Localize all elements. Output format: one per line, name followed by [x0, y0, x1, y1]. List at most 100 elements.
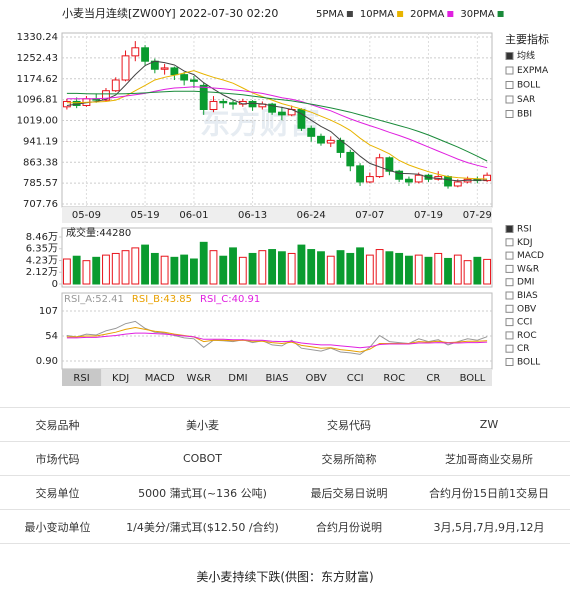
- legend-label: 10PMA: [360, 9, 394, 20]
- indicator-option[interactable]: CCI: [517, 318, 532, 328]
- checkbox[interactable]: [505, 291, 514, 300]
- y-tick-label: 4.23万: [26, 256, 58, 267]
- date-strip: [62, 207, 492, 223]
- checkbox[interactable]: [505, 66, 514, 75]
- tab-label[interactable]: KDJ: [112, 373, 129, 384]
- tab-label[interactable]: ROC: [383, 373, 405, 384]
- y-tick-label: 863.38: [23, 157, 58, 168]
- candle-body: [180, 74, 189, 81]
- table-cell: 合约月份15日前1交易日: [408, 475, 570, 510]
- tab-label[interactable]: CCI: [347, 373, 364, 384]
- x-tick-label: 06-13: [238, 210, 267, 221]
- tab-label[interactable]: BOLL: [460, 373, 486, 384]
- tab-label[interactable]: DMI: [228, 373, 247, 384]
- volume-bar: [150, 252, 159, 285]
- volume-bar: [102, 254, 110, 285]
- checkbox[interactable]: [505, 52, 514, 60]
- checkbox[interactable]: [505, 278, 514, 287]
- checkbox[interactable]: [505, 251, 514, 260]
- checkbox[interactable]: [505, 344, 514, 353]
- indicator-option[interactable]: EXPMA: [517, 66, 549, 76]
- indicator-option[interactable]: DMI: [517, 278, 534, 288]
- volume-bar: [121, 250, 130, 285]
- checkbox[interactable]: [505, 81, 514, 89]
- candle-body: [209, 100, 218, 111]
- indicator-option[interactable]: W&R: [517, 264, 539, 274]
- candle-body: [121, 55, 130, 81]
- y-tick-label: 107: [39, 306, 58, 317]
- volume-frame: [61, 227, 493, 288]
- indicator-option[interactable]: BOLL: [517, 358, 540, 368]
- tab-label[interactable]: OBV: [305, 373, 326, 384]
- y-tick-label: 2.12万: [26, 267, 58, 278]
- checkbox[interactable]: [505, 331, 514, 340]
- volume-bar: [209, 250, 218, 285]
- tab-label[interactable]: CR: [426, 373, 440, 384]
- checkbox[interactable]: [505, 95, 514, 104]
- volume-bar: [385, 251, 394, 285]
- indicator-option[interactable]: BOLL: [517, 81, 540, 91]
- volume-bar: [92, 256, 101, 285]
- table-cell: 芝加哥商业交易所: [408, 441, 570, 476]
- x-tick-label: 06-24: [297, 210, 326, 221]
- table-cell: 交易所简称: [290, 441, 408, 476]
- x-tick-label: 07-19: [414, 210, 443, 221]
- indicator-option[interactable]: OBV: [517, 304, 537, 314]
- legend-swatch: [397, 11, 404, 17]
- checkbox[interactable]: [505, 358, 514, 366]
- tab-label[interactable]: W&R: [186, 373, 211, 384]
- indicator-option[interactable]: SAR: [517, 95, 535, 105]
- y-tick-label: 1330.24: [17, 32, 58, 43]
- y-tick-label: 6.35万: [26, 244, 58, 255]
- tab-label[interactable]: RSI: [73, 373, 89, 384]
- checkbox[interactable]: [505, 110, 514, 118]
- tab[interactable]: [62, 369, 102, 386]
- volume-title: 成交量:44280: [66, 226, 131, 239]
- indicator-option[interactable]: CR: [517, 344, 530, 354]
- checkbox[interactable]: [505, 225, 514, 233]
- tab-label[interactable]: BIAS: [266, 373, 289, 384]
- tab-label[interactable]: MACD: [145, 373, 175, 384]
- volume-bar: [180, 254, 189, 285]
- chart: 东方财富 小麦当月连续[ZW00Y] 2022-07-30 02:20 成交量:…: [17, 6, 549, 386]
- table-cell: 5000 蒲式耳(~136 公吨): [115, 475, 290, 510]
- candle-body: [346, 151, 355, 167]
- table-row: 交易品种 美小麦 交易代码 ZW: [0, 407, 570, 442]
- indicator-option[interactable]: RSI: [517, 225, 532, 235]
- legend-label: RSI_C:40.91: [200, 294, 260, 305]
- y-tick-label: 1019.00: [17, 116, 58, 127]
- legend-label: 20PMA: [410, 9, 444, 20]
- candle-body: [170, 67, 179, 76]
- checkbox[interactable]: [505, 264, 514, 273]
- checkbox[interactable]: [505, 238, 514, 247]
- x-tick-label: 05-19: [131, 210, 160, 221]
- volume-bar: [287, 252, 296, 285]
- indicator-option[interactable]: KDJ: [517, 238, 533, 248]
- main-indicator-title: 主要指标: [505, 32, 549, 46]
- y-tick-label: 1252.43: [17, 53, 58, 64]
- line: [66, 326, 488, 353]
- volume-bar: [356, 247, 364, 285]
- line: [66, 90, 488, 162]
- indicator-option[interactable]: MACD: [517, 251, 544, 261]
- x-tick-label: 06-01: [179, 210, 208, 221]
- volume-bar: [277, 251, 286, 285]
- checkbox[interactable]: [505, 304, 514, 313]
- indicator-option[interactable]: ROC: [517, 331, 537, 341]
- table-cell: 最小变动单位: [0, 509, 115, 544]
- volume-bar: [268, 249, 277, 285]
- legend-label: 30PMA: [460, 9, 494, 20]
- indicator-option[interactable]: 均线: [517, 50, 535, 62]
- indicator-option[interactable]: BBI: [517, 110, 532, 120]
- y-tick-label: 0: [52, 279, 58, 290]
- checkbox[interactable]: [505, 318, 514, 327]
- volume-bar: [82, 260, 91, 285]
- indicator-option[interactable]: BIAS: [517, 291, 538, 301]
- volume-bar: [297, 244, 306, 285]
- candle-body: [102, 90, 110, 101]
- volume-bar: [170, 256, 179, 285]
- table-row: 交易单位 5000 蒲式耳(~136 公吨) 最后交易日说明 合约月份15日前1交易日: [0, 475, 570, 510]
- table-row: 最小变动单位 1/4美分/蒲式耳($12.50 /合约) 合约月份说明 3月,5月,7…: [0, 509, 570, 544]
- candle-body: [414, 174, 423, 183]
